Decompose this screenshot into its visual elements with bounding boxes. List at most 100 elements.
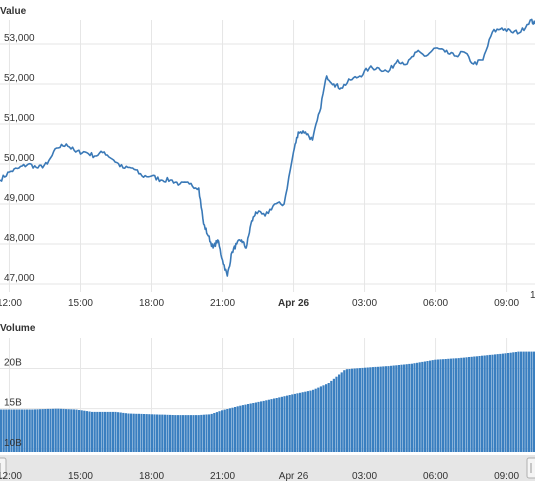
volume-bar	[514, 352, 517, 452]
volume-bar	[176, 415, 179, 452]
navigator-right-handle[interactable]	[526, 457, 535, 479]
volume-y-tick-label: 10B	[4, 438, 22, 449]
navigator-x-tick-label: 15:00	[68, 471, 93, 482]
volume-bar	[226, 409, 229, 452]
volume-bar	[494, 354, 497, 452]
volume-bar	[101, 411, 104, 452]
volume-bar	[117, 412, 120, 452]
volume-bar	[137, 413, 140, 452]
price-x-tick-label: Apr 26	[278, 298, 310, 309]
volume-bar	[473, 356, 476, 452]
price-axis-title: Value	[0, 6, 27, 17]
volume-bar	[262, 400, 265, 452]
volume-bar	[481, 355, 484, 452]
volume-bar	[517, 351, 520, 452]
volume-y-tick-label: 20B	[4, 358, 22, 369]
volume-bar	[366, 367, 369, 452]
volume-bar	[54, 408, 57, 452]
volume-bar	[195, 415, 198, 452]
volume-bar	[169, 414, 172, 452]
volume-bar	[410, 363, 413, 452]
price-y-tick-label: 52,000	[4, 73, 35, 84]
volume-bar	[273, 398, 276, 452]
volume-bar	[361, 367, 364, 452]
volume-bar	[429, 360, 432, 452]
navigator-bar[interactable]: 12:00 15:00 18:00 21:00 Apr 26 03:00 06:00 09:0…	[0, 455, 535, 482]
volume-bar	[491, 354, 494, 452]
price-x-tick-label: 21:00	[210, 298, 235, 309]
volume-bar	[395, 365, 398, 452]
volume-bar	[462, 357, 465, 452]
volume-bar	[449, 358, 452, 452]
volume-bar	[166, 414, 169, 452]
navigator-track[interactable]	[0, 455, 535, 481]
volume-bar	[28, 409, 31, 452]
volume-bar	[200, 414, 203, 452]
volume-bar	[239, 405, 242, 452]
volume-bar	[379, 366, 382, 452]
volume-bar	[457, 358, 460, 452]
volume-bar	[57, 408, 60, 452]
volume-bar	[421, 361, 424, 452]
volume-bar	[436, 359, 439, 452]
price-line	[0, 18, 535, 277]
volume-bar	[163, 414, 166, 452]
volume-bar	[533, 351, 535, 452]
navigator-x-tick-label: 12:00	[0, 471, 22, 482]
volume-bar	[135, 413, 138, 452]
volume-bar	[478, 356, 481, 452]
volume-bar	[267, 399, 270, 452]
volume-bar	[158, 414, 161, 452]
volume-bar	[520, 351, 523, 452]
volume-bar	[10, 409, 13, 452]
volume-bar	[319, 386, 322, 452]
volume-bar	[426, 361, 429, 452]
volume-bar	[364, 367, 367, 452]
volume-bar	[148, 414, 151, 452]
volume-bar	[156, 414, 159, 452]
price-x-tick-label: 03:00	[352, 298, 377, 309]
volume-bar	[236, 406, 239, 452]
volume-bar	[96, 411, 99, 452]
volume-bar	[338, 374, 341, 452]
navigator-left-handle[interactable]	[0, 457, 7, 479]
volume-bar	[85, 411, 88, 452]
volume-bar	[392, 365, 395, 452]
volume-bar	[390, 365, 393, 452]
volume-bar	[189, 415, 192, 452]
volume-bar	[418, 362, 421, 452]
volume-bar	[304, 391, 307, 452]
volume-bar	[301, 392, 304, 452]
volume-bar	[475, 356, 478, 452]
volume-bar	[345, 369, 348, 452]
volume-bar	[75, 409, 78, 452]
volume-bar	[325, 384, 328, 452]
volume-bar	[171, 415, 174, 452]
volume-bar	[23, 409, 26, 452]
volume-bar	[78, 410, 81, 452]
volume-bar	[0, 409, 3, 452]
volume-bar	[119, 412, 122, 452]
volume-bar	[106, 411, 109, 452]
volume-bar	[182, 415, 185, 452]
volume-bar	[483, 355, 486, 452]
volume-panel: Volume 10B 15B 20B	[0, 323, 535, 452]
volume-bar	[525, 351, 528, 452]
volume-bar	[288, 395, 291, 452]
volume-bar	[104, 411, 107, 452]
price-y-tick-label: 53,000	[4, 33, 35, 44]
volume-bar	[317, 387, 320, 452]
volume-bar	[384, 366, 387, 452]
price-y-tick-label: 47,000	[4, 273, 35, 284]
volume-bar	[210, 413, 213, 452]
volume-bar	[371, 367, 374, 452]
volume-bar	[44, 409, 47, 452]
volume-bar	[2, 409, 5, 452]
volume-bar	[351, 368, 354, 452]
volume-bar	[486, 355, 489, 452]
volume-bar	[283, 396, 286, 452]
volume-bar	[382, 366, 385, 452]
volume-bar	[257, 401, 260, 452]
price-x-edge-label: 1	[530, 290, 535, 301]
